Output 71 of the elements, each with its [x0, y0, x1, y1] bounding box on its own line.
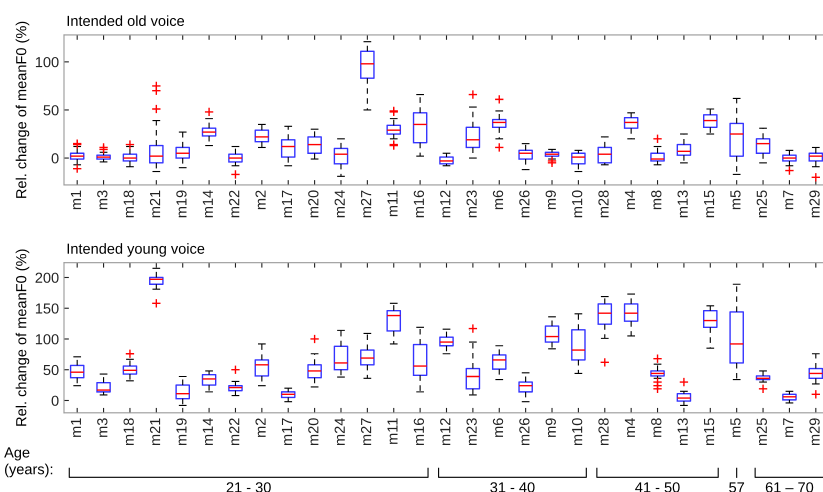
- x-tick-label: m10: [572, 190, 582, 218]
- x-tick-label: m8: [651, 418, 662, 437]
- x-tick-label: m17: [282, 190, 292, 218]
- x-tick-label: m2: [255, 418, 266, 437]
- x-tick-label: m11: [387, 190, 398, 216]
- x-tick-label: m29: [809, 418, 820, 446]
- x-tick-label: m2: [255, 190, 266, 210]
- x-tick-label: m29: [809, 190, 820, 218]
- y-axis-title: Rel. change of meanF0 (%): [16, 249, 30, 426]
- x-tick-label: m24: [334, 418, 345, 446]
- x-tick-label: m5: [730, 418, 741, 437]
- x-tick-label: m26: [519, 418, 530, 446]
- x-tick-label: m14: [202, 418, 213, 446]
- y-tick-label: 150: [36, 303, 59, 314]
- x-tick-label: m7: [783, 418, 794, 437]
- chart-title: Intended old voice: [68, 15, 184, 26]
- x-tick-label: m12: [440, 190, 450, 218]
- x-tick-label: m19: [176, 418, 187, 446]
- x-tick-label: m21: [150, 418, 160, 446]
- x-tick-label: m5: [730, 190, 741, 210]
- x-tick-label: m19: [176, 190, 187, 218]
- y-tick-label: 50: [44, 364, 59, 376]
- x-tick-label: m25: [756, 190, 767, 218]
- y-tick-label: 100: [36, 56, 59, 68]
- x-tick-label: m3: [97, 418, 108, 437]
- x-tick-label: m16: [414, 418, 424, 446]
- x-tick-label: m26: [519, 190, 530, 218]
- x-tick-label: m13: [678, 418, 688, 446]
- y-tick-label: 0: [52, 153, 59, 164]
- x-tick-label: m16: [414, 190, 424, 218]
- x-tick-label: m15: [704, 418, 714, 446]
- chart-title: Intended young voice: [68, 243, 204, 257]
- x-tick-label: m1: [70, 190, 81, 210]
- x-tick-label: m27: [360, 418, 372, 446]
- x-tick-label: m27: [360, 190, 372, 218]
- y-tick-label: 200: [36, 272, 59, 283]
- x-tick-label: m20: [308, 190, 319, 218]
- x-tick-label: m21: [150, 190, 160, 218]
- y-tick-label: 0: [52, 396, 59, 406]
- x-tick-label: m28: [598, 418, 609, 446]
- y-tick-label: 100: [36, 334, 59, 344]
- x-tick-label: m12: [440, 418, 450, 446]
- y-axis-title: Rel. change of meanF0 (%): [16, 22, 30, 198]
- x-tick-label: m13: [678, 190, 688, 218]
- x-tick-label: m1: [70, 418, 81, 437]
- x-tick-label: m4: [624, 190, 635, 210]
- x-tick-label: m4: [624, 418, 635, 437]
- x-tick-label: m7: [783, 190, 794, 210]
- x-tick-label: m25: [756, 418, 767, 446]
- x-tick-label: m22: [229, 190, 240, 218]
- x-tick-label: m6: [492, 190, 504, 210]
- x-tick-label: m20: [308, 418, 319, 446]
- x-tick-label: m3: [97, 190, 108, 210]
- x-tick-label: m8: [651, 190, 662, 210]
- x-tick-label: m28: [598, 190, 609, 218]
- x-tick-label: m23: [466, 418, 477, 446]
- x-tick-label: m9: [546, 190, 556, 210]
- x-tick-label: m9: [546, 418, 556, 437]
- text: Age (years):: [4, 447, 52, 478]
- x-tick-label: m24: [334, 190, 345, 218]
- x-tick-label: m10: [572, 418, 582, 446]
- x-tick-label: m23: [466, 190, 477, 218]
- x-tick-label: m17: [282, 418, 292, 446]
- x-tick-label: m18: [124, 190, 134, 218]
- x-tick-label: m18: [124, 418, 134, 446]
- x-tick-label: m11: [387, 418, 398, 444]
- x-tick-label: m22: [229, 418, 240, 446]
- x-tick-label: m6: [492, 418, 504, 437]
- x-tick-label: m15: [704, 190, 714, 218]
- y-tick-label: 50: [44, 105, 59, 116]
- x-tick-label: m14: [202, 190, 213, 218]
